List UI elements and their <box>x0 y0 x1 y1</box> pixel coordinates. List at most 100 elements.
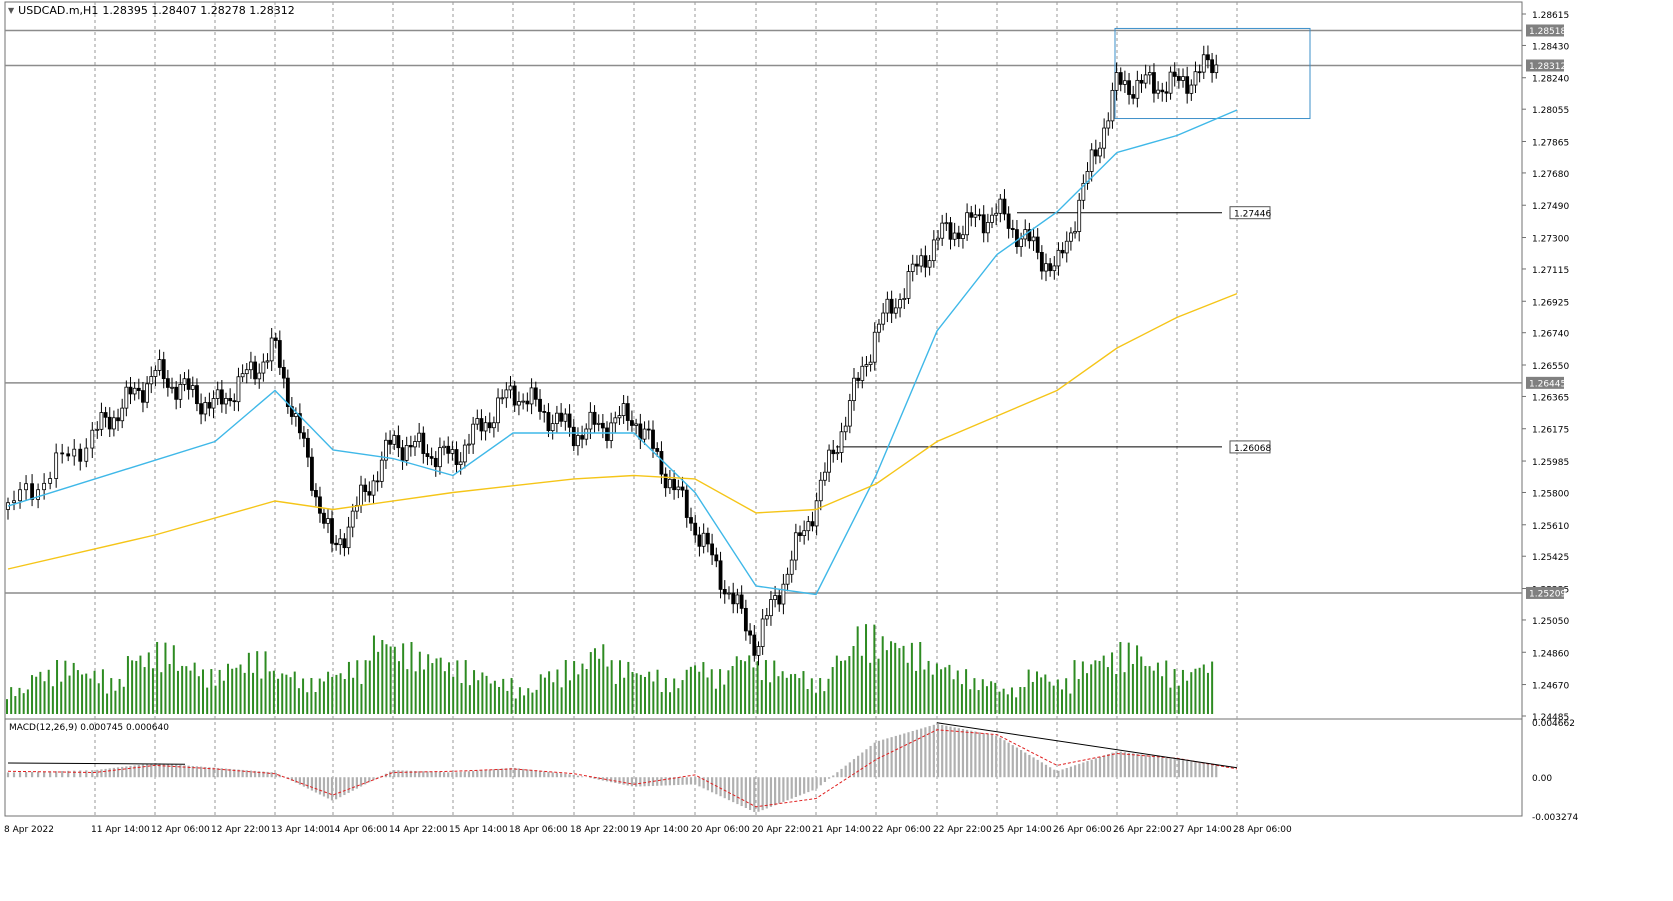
y-tick-label: 1.25985 <box>1532 458 1569 468</box>
candle-body <box>306 437 310 458</box>
candle-body <box>831 449 836 455</box>
x-tick-label: 18 Apr 06:00 <box>509 825 568 835</box>
candle-body <box>977 214 982 217</box>
candle-body <box>538 398 542 412</box>
candle-body <box>281 367 286 379</box>
candle-body <box>475 418 480 425</box>
candle-body <box>877 323 881 333</box>
x-tick-label: 12 Apr 06:00 <box>151 825 210 835</box>
candle-body <box>199 403 203 415</box>
y-tick-label: 1.26550 <box>1532 362 1569 372</box>
candle-body <box>54 452 59 479</box>
candle-body <box>1122 80 1127 85</box>
candle-body <box>1073 231 1077 234</box>
candle-body <box>261 361 266 374</box>
candle-body <box>881 312 886 325</box>
candle-body <box>727 592 731 595</box>
candle-body <box>153 370 158 377</box>
y-tick-label: 1.25800 <box>1532 489 1569 499</box>
candle-body <box>277 340 282 368</box>
y-tick-label: 1.25610 <box>1532 522 1569 532</box>
candle-body <box>508 385 513 391</box>
y-tick-label: 1.27680 <box>1532 170 1569 180</box>
candle-body <box>350 510 355 528</box>
candle-body <box>743 607 748 632</box>
x-tick-label: 18 Apr 22:00 <box>570 825 629 835</box>
candle-body <box>338 538 343 546</box>
candle-body <box>646 428 651 431</box>
candle-body <box>1172 71 1177 77</box>
candle-body <box>219 389 224 405</box>
candle-body <box>161 359 166 380</box>
macd-y-tick-label: 0.00 <box>1532 774 1552 784</box>
candle-body <box>359 484 363 506</box>
candle-body <box>84 447 89 462</box>
candle-body <box>458 461 463 465</box>
candle-body <box>384 439 388 461</box>
candle-body <box>178 384 183 400</box>
candle-body <box>1181 76 1185 81</box>
candle-body <box>30 483 34 500</box>
candle-body <box>1093 149 1098 157</box>
candle-body <box>517 401 521 406</box>
candle-body <box>655 448 660 452</box>
candle-body <box>630 420 634 426</box>
candle-body <box>141 390 145 403</box>
candle-body <box>868 361 873 365</box>
chart-header: ▼ USDCAD.m,H1 1.28395 1.28407 1.28278 1.… <box>8 4 295 17</box>
candle-body <box>961 234 965 239</box>
candle-body <box>1193 71 1198 86</box>
candle-body <box>232 400 237 403</box>
candle-body <box>450 449 455 454</box>
candle-body <box>1031 236 1036 242</box>
candle-body <box>990 214 994 223</box>
candle-body <box>244 369 249 375</box>
candle-body <box>605 427 609 441</box>
collapse-arrow-icon[interactable]: ▼ <box>8 6 15 15</box>
candle-body <box>889 298 894 314</box>
candle-body <box>659 451 664 475</box>
x-tick-label: 20 Apr 06:00 <box>691 825 750 835</box>
candle-body <box>111 417 116 430</box>
x-tick-label: 8 Apr 2022 <box>4 825 54 835</box>
candle-body <box>697 534 702 547</box>
candle-body <box>893 307 898 314</box>
candle-body <box>479 418 484 432</box>
candle-body <box>1197 71 1202 74</box>
candle-body <box>785 573 790 585</box>
candle-body <box>722 589 727 595</box>
candle-body <box>1015 229 1019 248</box>
candle-body <box>1044 263 1048 272</box>
candle-body <box>764 615 769 620</box>
candle-body <box>952 232 957 240</box>
candle-body <box>555 412 559 424</box>
candle-body <box>48 478 53 484</box>
candle-body <box>856 377 861 381</box>
candle-body <box>136 387 141 391</box>
candle-body <box>425 453 430 457</box>
candle-body <box>550 423 555 432</box>
candle-body <box>752 634 757 656</box>
candle-body <box>973 214 978 218</box>
y-tick-label: 1.26175 <box>1532 426 1569 436</box>
y-tick-label: 1.27115 <box>1532 266 1569 276</box>
trendline-label: 1.26068 <box>1234 444 1271 454</box>
macd-y-tick-label: 0.004662 <box>1532 719 1575 729</box>
candle-body <box>1139 79 1144 84</box>
candle-body <box>1010 228 1015 230</box>
price-level-label: 1.26445 <box>1529 379 1566 389</box>
candle-body <box>72 448 77 457</box>
candle-body <box>521 400 526 403</box>
candle-body <box>145 383 150 403</box>
candle-body <box>249 361 253 371</box>
candle-body <box>116 417 120 422</box>
candle-body <box>512 385 517 406</box>
candle-body <box>1201 54 1206 73</box>
candle-body <box>400 447 405 461</box>
candle-body <box>806 521 811 532</box>
candle-body <box>860 365 865 381</box>
candle-body <box>1069 232 1073 242</box>
candle-body <box>1056 249 1061 267</box>
candle-body <box>240 373 245 378</box>
candle-body <box>253 361 257 380</box>
